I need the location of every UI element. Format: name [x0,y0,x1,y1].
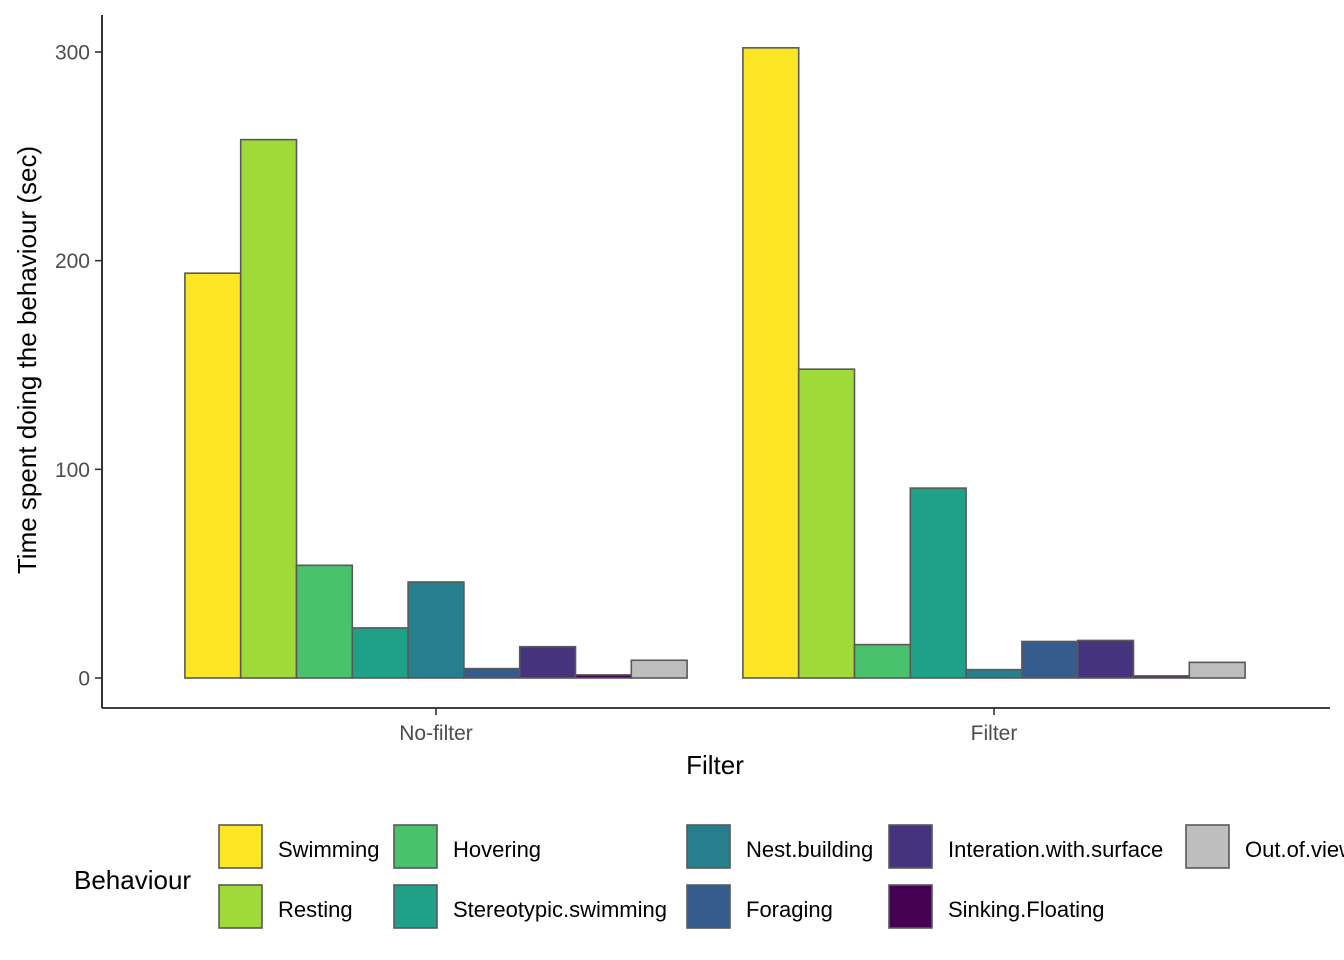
legend-key-stereotypic-swimming [393,884,438,929]
legend-key-sinking-floating [888,884,933,929]
x-axis-title: Filter [686,750,744,780]
y-tick-label: 300 [55,42,90,65]
bar-sinking-floating-no-filter [574,674,633,679]
legend: Behaviour Swimming Resting Hovering Stereot… [74,824,1344,929]
legend-key-foraging [686,884,731,929]
legend-title: Behaviour [74,865,191,895]
y-tick-label: 0 [78,668,90,691]
legend-key-out-of-view [1185,824,1230,869]
bar-out-of-view-filter [1188,661,1246,679]
y-axis-title: Time spent doing the behaviour (sec) [12,146,42,574]
bar-interation-with-surface-filter [1076,639,1135,679]
bar-sinking-floating-filter [1132,675,1191,679]
legend-label-foraging: Foraging [746,897,833,922]
y-axis: 0 100 200 300 [55,15,103,708]
y-tick-label: 200 [55,250,90,273]
legend-label-stereotypic-swimming: Stereotypic.swimming [453,897,667,922]
x-tick-label: Filter [971,722,1018,745]
legend-label-out-of-view: Out.of.view [1245,837,1344,862]
bar-foraging-filter [1021,640,1079,679]
legend-label-sinking-floating: Sinking.Floating [948,897,1105,922]
legend-key-hovering [393,824,438,869]
legend-label-resting: Resting [278,897,353,922]
legend-key-resting [218,884,263,929]
bar-resting-no-filter [239,138,298,679]
bar-nest-building-filter [965,668,1023,679]
legend-key-interation-with-surface [888,824,933,869]
legend-label-hovering: Hovering [453,837,541,862]
bars-layer [184,47,1246,679]
bar-interation-with-surface-no-filter [518,645,577,679]
bar-resting-filter [797,368,856,679]
legend-label-nest-building: Nest.building [746,837,873,862]
x-axis: No-filter Filter [102,707,1330,745]
bar-stereotypic-swimming-filter [909,487,967,679]
bar-nest-building-no-filter [407,581,465,679]
x-tick-label: No-filter [399,722,473,745]
bar-hovering-no-filter [295,564,354,679]
bar-hovering-filter [853,643,912,679]
legend-key-nest-building [686,824,731,869]
bar-swimming-filter [742,47,800,679]
bar-foraging-no-filter [463,667,521,679]
bar-out-of-view-no-filter [630,659,688,679]
bar-stereotypic-swimming-no-filter [351,627,409,679]
legend-key-swimming [218,824,263,869]
legend-label-interation-with-surface: Interation.with.surface [948,837,1163,862]
y-tick-label: 100 [55,459,90,482]
bar-swimming-no-filter [184,272,242,679]
legend-label-swimming: Swimming [278,837,379,862]
